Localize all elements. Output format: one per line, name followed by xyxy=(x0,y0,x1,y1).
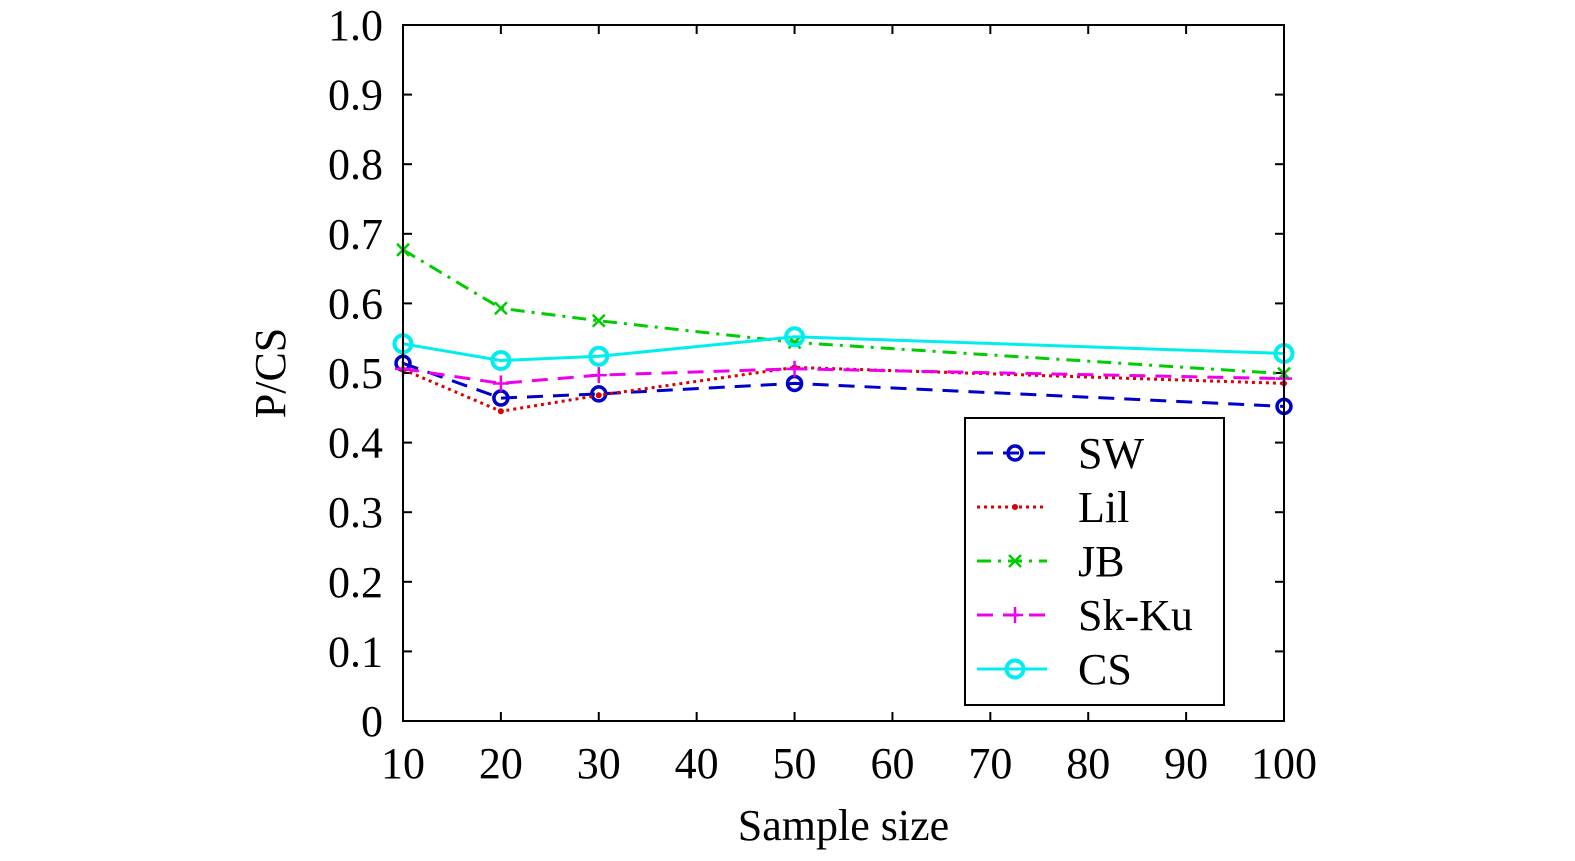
legend-item-cs: CS xyxy=(977,645,1132,694)
series-line-sw xyxy=(402,361,1285,408)
legend: SW Lil JB Sk-Ku CS xyxy=(964,417,1225,706)
y-tick-label: 0.3 xyxy=(328,488,383,537)
legend-item-jb: JB xyxy=(977,537,1124,586)
x-axis-title: Sample size xyxy=(738,801,949,850)
y-axis-title: P/CS xyxy=(246,328,295,419)
data-point-sk-ku xyxy=(786,360,803,377)
y-tick-label: 0.5 xyxy=(328,349,383,398)
y-tick-label: 0 xyxy=(361,697,383,746)
data-point-cs xyxy=(588,345,610,367)
x-tick-label: 10 xyxy=(381,739,425,788)
x-tick-label: 90 xyxy=(1164,739,1208,788)
y-tick-label: 0.8 xyxy=(328,140,383,189)
legend-label-lil: Lil xyxy=(1078,483,1129,532)
data-point-cs xyxy=(490,349,512,371)
legend-marker-lil xyxy=(1012,504,1018,510)
x-tick-label: 100 xyxy=(1251,739,1317,788)
legend-marker-sw xyxy=(1006,444,1024,462)
series-line-jb xyxy=(402,248,1285,376)
legend-marker-cs xyxy=(1004,658,1026,680)
series-group xyxy=(392,242,1295,416)
data-point-jb xyxy=(591,313,606,328)
y-tick-label: 0.2 xyxy=(328,558,383,607)
data-point-lil xyxy=(595,392,602,399)
data-point-sk-ku xyxy=(590,367,607,384)
x-tick-label: 20 xyxy=(479,739,523,788)
series-sw xyxy=(394,354,1293,416)
y-tick-label: 0.9 xyxy=(328,71,383,120)
plot-frame xyxy=(402,24,1285,722)
legend-item-sk-ku: Sk-Ku xyxy=(977,591,1193,640)
legend-label-sk-ku: Sk-Ku xyxy=(1078,591,1193,640)
legend-label-jb: JB xyxy=(1078,537,1124,586)
series-line-sk-ku xyxy=(402,367,1285,385)
legend-marker-sk-ku xyxy=(1007,607,1023,623)
data-point-cs xyxy=(784,326,806,348)
data-point-lil xyxy=(497,408,504,415)
y-axis: 0 0.1 0.2 0.3 0.4 0.5 0.6 0.7 0.8 0.9 1.0 xyxy=(328,1,1284,746)
x-axis: 10 20 30 40 50 60 70 80 90 100 xyxy=(381,25,1317,788)
series-lil xyxy=(400,364,1287,415)
y-tick-label: 0.4 xyxy=(328,419,383,468)
x-tick-label: 30 xyxy=(577,739,621,788)
legend-item-sw: SW xyxy=(977,429,1144,478)
data-point-sk-ku xyxy=(492,375,509,392)
series-cs xyxy=(392,326,1295,371)
x-tick-label: 70 xyxy=(968,739,1012,788)
legend-label-sw: SW xyxy=(1078,429,1144,478)
legend-marker-jb xyxy=(1008,554,1022,568)
data-point-jb xyxy=(494,301,508,316)
y-tick-label: 1.0 xyxy=(328,1,383,50)
x-tick-label: 80 xyxy=(1066,739,1110,788)
x-tick-label: 40 xyxy=(675,739,719,788)
legend-label-cs: CS xyxy=(1078,645,1132,694)
y-tick-label: 0.1 xyxy=(328,627,383,676)
series-line-lil xyxy=(402,365,1285,413)
series-line-cs xyxy=(402,335,1285,362)
x-tick-label: 60 xyxy=(870,739,914,788)
y-tick-label: 0.6 xyxy=(328,279,383,328)
x-tick-label: 50 xyxy=(773,739,817,788)
legend-item-lil: Lil xyxy=(977,483,1129,532)
y-tick-label: 0.7 xyxy=(328,210,383,259)
